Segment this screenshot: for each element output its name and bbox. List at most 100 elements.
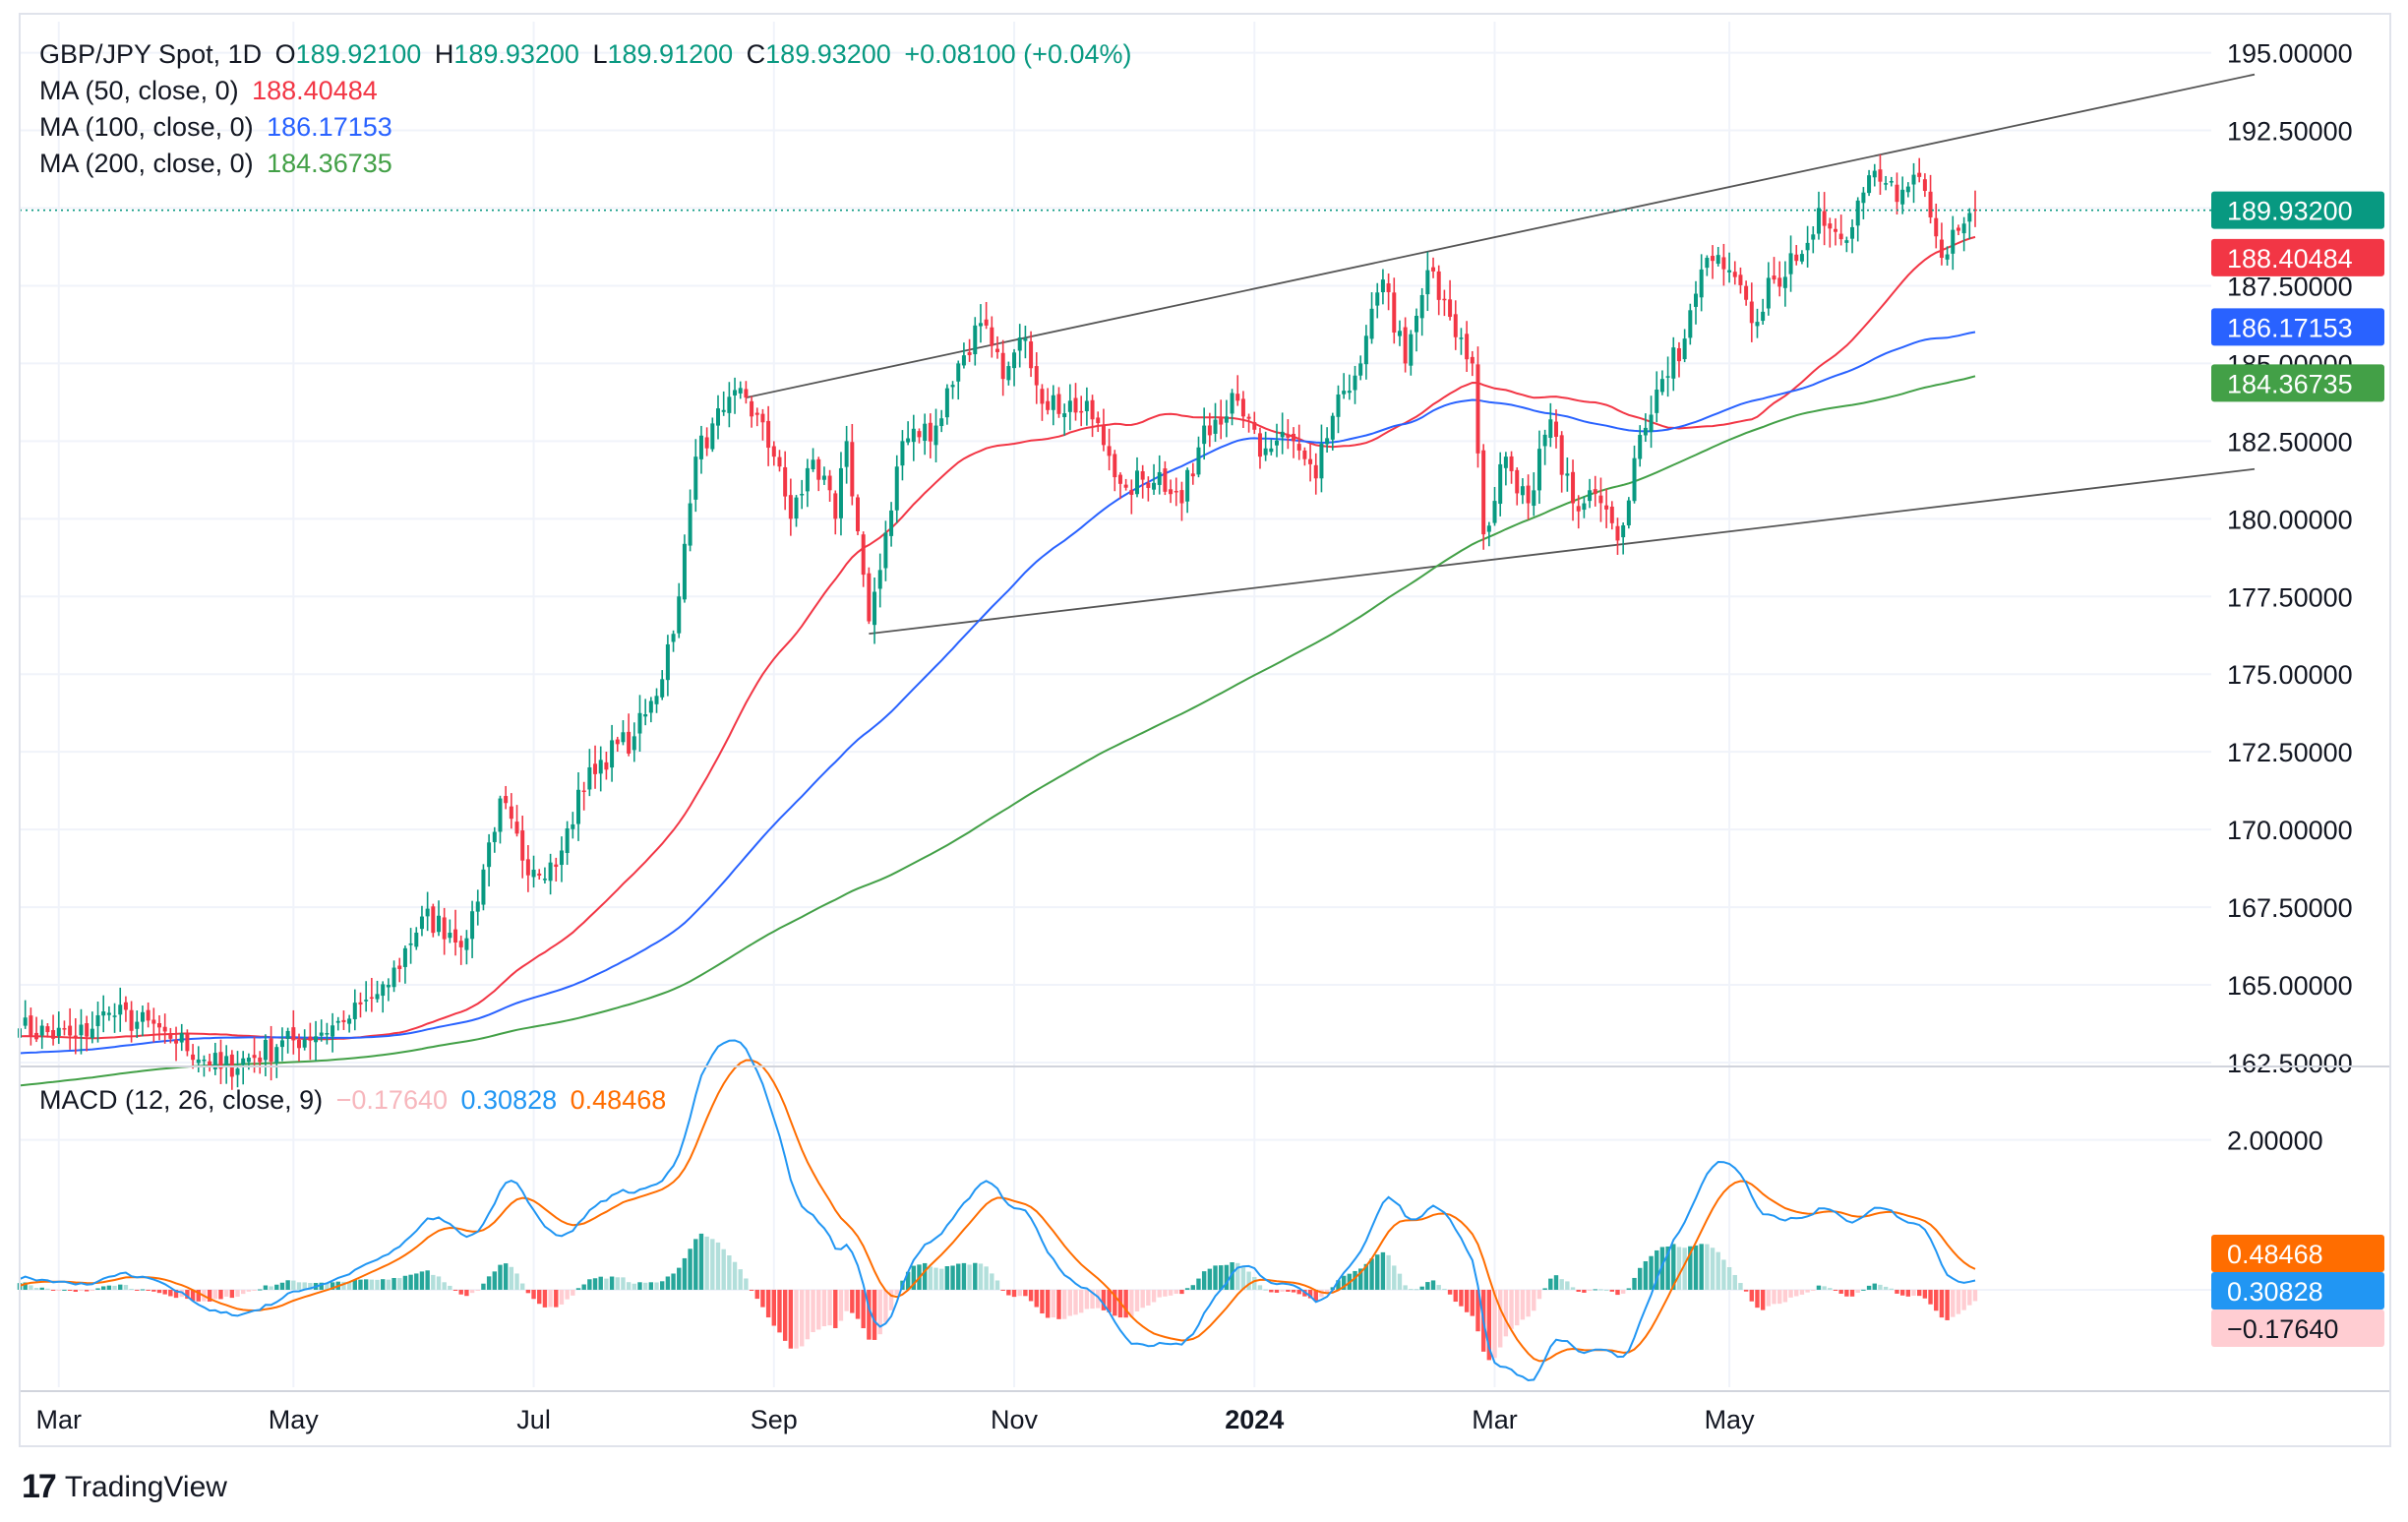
- macd-hist-bar: [1659, 1247, 1665, 1290]
- candle-body: [34, 1032, 39, 1040]
- macd-hist-bar: [850, 1289, 855, 1313]
- candle-body: [1325, 438, 1330, 445]
- macd-hist-bar: [1168, 1289, 1174, 1296]
- candle-body: [1436, 271, 1441, 300]
- candle-body: [1928, 191, 1933, 217]
- macd-hist-bar: [928, 1266, 933, 1290]
- candle-body: [437, 915, 441, 933]
- macd-hist-bar: [654, 1282, 659, 1290]
- candle-body: [1113, 454, 1117, 478]
- macd-hist-bar: [1961, 1289, 1966, 1310]
- macd-hist-bar: [1972, 1289, 1978, 1302]
- candle-body: [637, 712, 642, 734]
- candle-body: [381, 984, 386, 997]
- macd-hist-bar: [1509, 1289, 1514, 1329]
- macd-hist-bar: [1956, 1289, 1961, 1314]
- candle-body: [1219, 418, 1224, 425]
- candle-body: [961, 355, 966, 366]
- macd-hist-bar: [67, 1289, 73, 1291]
- ma200-label: MA (200, close, 0): [39, 149, 254, 178]
- candle-body: [844, 441, 849, 467]
- macd-hist-bar: [682, 1257, 688, 1290]
- macd-hist-bar: [1899, 1289, 1905, 1296]
- candle-body: [498, 798, 503, 832]
- macd-hist-bar: [905, 1271, 911, 1290]
- candle-body: [1190, 473, 1195, 477]
- macd-hist-bar: [1620, 1289, 1626, 1294]
- time-axis-label: May: [269, 1405, 320, 1434]
- macd-hist-bar: [1363, 1263, 1369, 1290]
- price-tag: [2211, 238, 2384, 276]
- candle-body: [335, 1020, 340, 1023]
- candle-body: [1135, 470, 1139, 495]
- macd-hist-bar: [1319, 1289, 1324, 1298]
- candle-body: [1313, 464, 1318, 479]
- macd-hist-bar: [883, 1289, 888, 1323]
- candle-body: [1934, 217, 1939, 237]
- candle-body: [1403, 327, 1408, 364]
- macd-hist-bar: [1699, 1244, 1704, 1290]
- macd-hist-bar: [112, 1285, 117, 1290]
- candle-body: [1604, 505, 1609, 510]
- macd-hist-bar: [73, 1289, 78, 1293]
- macd-hist-bar: [1023, 1289, 1028, 1297]
- candle-body: [1688, 310, 1693, 338]
- macd-hist-bar: [598, 1276, 603, 1290]
- candle-body: [425, 908, 430, 917]
- macd-hist-bar: [84, 1289, 90, 1292]
- candle-body: [319, 1032, 324, 1036]
- macd-hist-bar: [587, 1279, 592, 1290]
- macd-hist-bar: [1213, 1265, 1218, 1290]
- change-value: +0.08100 (+0.04%): [904, 39, 1132, 69]
- low-label: L: [592, 39, 608, 69]
- macd-hist-bar: [375, 1279, 380, 1290]
- candle-body: [1838, 233, 1843, 240]
- macd-hist-bar: [1190, 1285, 1195, 1290]
- macd-hist-bar: [855, 1289, 861, 1319]
- candle-body: [704, 437, 709, 449]
- candle-body: [308, 1036, 313, 1041]
- macd-legend: MACD (12, 26, close, 9) −0.17640 0.30828…: [39, 1085, 672, 1116]
- macd-hist-bar: [911, 1265, 916, 1290]
- macd-hist-bar: [241, 1289, 246, 1295]
- macd-hist-bar: [212, 1289, 217, 1300]
- candle-body: [900, 441, 905, 466]
- macd-hist-bar: [1922, 1289, 1928, 1299]
- candle-body: [660, 679, 665, 698]
- candle-body: [431, 906, 436, 934]
- candle-body: [923, 423, 928, 442]
- candle-body: [274, 1047, 279, 1064]
- macd-tag-label: 0.30828: [2227, 1277, 2323, 1307]
- macd-tag: [2211, 1272, 2384, 1310]
- channel-trendline: [746, 73, 2256, 399]
- macd-hist-bar: [503, 1263, 509, 1290]
- macd-hist-bar: [1380, 1251, 1386, 1290]
- candle-body: [90, 1028, 94, 1039]
- macd-hist-bar: [1665, 1247, 1670, 1290]
- macd-hist-bar: [118, 1284, 123, 1290]
- time-axis-label: Sep: [751, 1405, 798, 1434]
- ma50-label: MA (50, close, 0): [39, 76, 239, 105]
- macd-hist-bar: [1548, 1278, 1553, 1290]
- macd-hist-bar: [1755, 1289, 1760, 1309]
- candle-body: [369, 997, 374, 1000]
- macd-hist-bar: [1084, 1289, 1090, 1309]
- candle-body: [788, 495, 793, 519]
- candle-body: [1638, 435, 1643, 459]
- macd-hist-bar: [269, 1286, 273, 1290]
- macd-hist-bar: [1157, 1289, 1162, 1298]
- candle-body: [771, 446, 776, 457]
- candle-body: [1951, 229, 1956, 254]
- candle-body: [1129, 489, 1134, 495]
- macd-hist-bar: [816, 1289, 821, 1330]
- candle-body: [419, 916, 424, 930]
- macd-hist-bar: [414, 1273, 419, 1290]
- candle-body: [805, 467, 810, 492]
- macd-hist-bar: [1749, 1289, 1754, 1302]
- candle-body: [1503, 457, 1508, 468]
- candle-body: [391, 967, 396, 988]
- candle-body: [1415, 316, 1418, 333]
- macd-hist-bar: [994, 1280, 1000, 1290]
- candle-body: [1755, 322, 1760, 327]
